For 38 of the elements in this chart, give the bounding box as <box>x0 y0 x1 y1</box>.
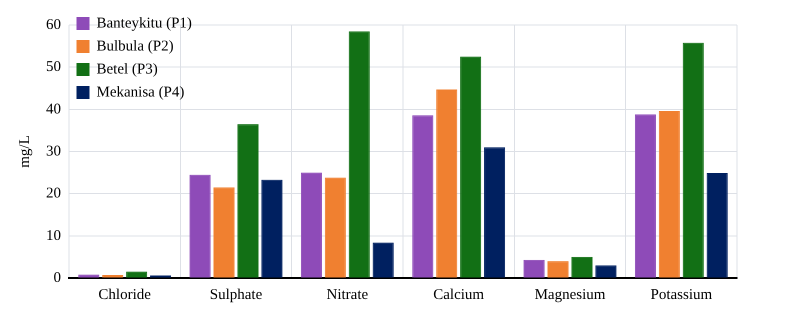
legend-label: Banteykitu (P1) <box>96 15 192 32</box>
x-tick-label: Sulphate <box>210 286 263 303</box>
x-tick-label: Potassium <box>650 286 712 303</box>
y-tick-label: 20 <box>46 186 61 202</box>
bar <box>436 90 458 278</box>
y-tick-label: 50 <box>46 59 61 76</box>
bar <box>484 147 506 278</box>
bar <box>524 260 545 278</box>
bar <box>324 178 346 278</box>
y-axis-title: mg/L <box>16 135 33 168</box>
y-tick-label: 30 <box>46 143 61 160</box>
y-tick-label: 60 <box>46 16 61 33</box>
bar <box>412 115 434 278</box>
bar <box>658 111 680 278</box>
bar <box>261 180 282 278</box>
bar <box>460 56 482 278</box>
bar <box>126 272 148 278</box>
bar <box>571 256 592 278</box>
x-tick-label: Chloride <box>98 286 152 303</box>
x-tick-label: Calcium <box>433 286 484 303</box>
bar <box>634 114 656 278</box>
bar <box>706 173 728 278</box>
legend-label: Bulbula (P2) <box>96 38 174 54</box>
bar <box>595 265 616 278</box>
legend-label: Mekanisa (P4) <box>96 84 184 100</box>
bar <box>237 124 258 278</box>
legend-label: Betel (P3) <box>96 61 158 78</box>
bar <box>300 172 322 278</box>
bar <box>190 174 211 278</box>
bar <box>548 261 569 278</box>
y-tick-label: 40 <box>46 101 61 118</box>
y-tick-label: 0 <box>54 270 61 286</box>
y-tick-label: 10 <box>46 228 61 244</box>
x-tick-label: Nitrate <box>326 286 368 303</box>
bar <box>214 187 235 278</box>
x-tick-label: Magnesium <box>534 286 606 303</box>
bar <box>372 242 394 278</box>
bar <box>682 42 704 278</box>
